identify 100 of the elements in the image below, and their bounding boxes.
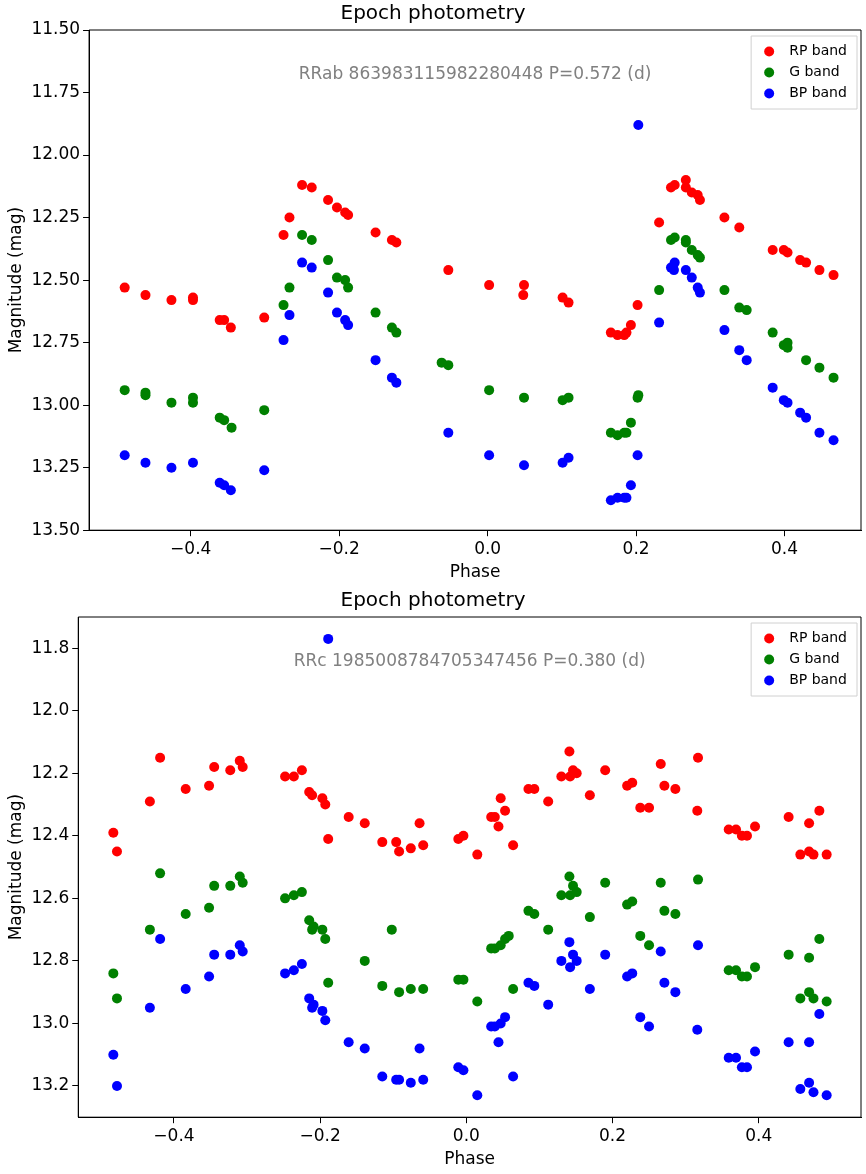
point [140,457,151,468]
y-tick-label: 13.00 [31,393,81,414]
x-tick-label: 0.4 [745,1124,773,1145]
point [767,327,778,338]
legend-label: G band [789,63,840,80]
x-tick-label: −0.4 [153,1124,195,1145]
point [518,290,529,301]
point [391,377,402,388]
point [828,270,839,281]
y-tick-label: 13.0 [31,1011,70,1032]
legend-label: RP band [789,42,848,59]
point [828,435,839,446]
y-tick-label: 13.2 [31,1074,70,1095]
point [166,462,177,473]
point [306,182,317,193]
x-tick-label: 0.4 [771,537,799,558]
y-tick-label: 12.75 [31,331,81,352]
point [563,297,574,308]
x-axis-title: Phase [449,561,501,582]
point [734,222,745,233]
y-tick-label: 12.4 [31,824,70,845]
point [259,465,270,476]
x-tick-label: 0.2 [622,537,650,558]
legend-label: BP band [789,671,847,688]
point [625,417,636,428]
point [331,202,342,213]
y-tick-label: 11.75 [31,80,81,101]
point [119,282,130,293]
point [259,312,270,323]
point [694,287,705,298]
point [686,272,697,283]
point [323,255,334,266]
y-tick-label: 13.50 [31,518,81,539]
point [343,320,354,331]
x-tick-label: 0.2 [598,1124,627,1145]
x-tick-label: −0.2 [318,537,360,558]
y-axis-title: Magnitude (mag) [4,206,25,354]
x-tick-label: −0.4 [170,537,212,558]
point [484,280,495,291]
chart-title: Epoch photometry [340,587,526,612]
point [828,372,839,383]
point [654,217,665,228]
point [278,230,289,241]
y-tick-label: 12.2 [31,761,70,782]
point [782,247,793,258]
point [259,405,270,416]
point [225,485,236,496]
point [767,382,778,393]
point [719,212,730,223]
point [767,245,778,256]
x-axis-title: Phase [444,1148,496,1169]
point [297,230,308,241]
y-tick-label: 11.50 [31,18,81,39]
point [625,320,636,331]
point [340,275,351,286]
point [297,180,308,191]
y-tick-label: 12.6 [31,886,70,907]
point [226,422,237,433]
point [814,427,825,438]
x-tick-label: −0.2 [299,1124,341,1145]
point [331,307,342,318]
y-tick-label: 12.0 [31,699,70,720]
point [443,360,454,371]
legend-label: BP band [789,84,847,101]
point [719,285,730,296]
point [782,397,793,408]
point [519,280,530,291]
point [563,452,574,463]
point [625,480,636,491]
point [119,450,130,461]
y-tick-label: 12.00 [31,143,81,164]
point [734,345,745,356]
point [284,282,295,293]
annotation: RRc 1985008784705347456 P=0.380 (d) [293,650,646,671]
point [219,415,230,426]
point [669,180,680,191]
point [323,287,334,298]
point [484,450,495,461]
point [654,285,665,296]
chart-title: Epoch photometry [340,0,526,25]
y-tick-label: 12.8 [31,949,70,970]
y-tick-label: 11.8 [31,636,70,657]
annotation: RRab 863983115982280448 P=0.572 (d) [298,63,652,84]
point [484,385,495,396]
point [166,295,177,306]
legend-label: G band [789,650,840,667]
point [140,290,151,301]
point [680,265,691,276]
point [370,307,381,318]
x-tick-label: 0.0 [452,1124,480,1145]
point [370,355,381,366]
point [391,237,402,248]
point [284,310,295,321]
point [741,305,752,316]
point [443,265,454,276]
y-tick-label: 13.25 [31,456,81,477]
y-tick-label: 12.50 [31,268,81,289]
point [443,427,454,438]
x-tick-label: 0.0 [474,537,502,558]
point [814,265,825,276]
